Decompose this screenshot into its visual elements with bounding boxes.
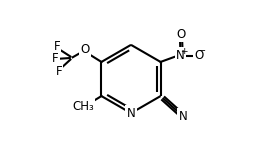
Text: CH₃: CH₃ <box>72 100 94 113</box>
Text: O: O <box>80 43 89 56</box>
Text: +: + <box>180 47 187 56</box>
Text: −: − <box>198 46 206 56</box>
Text: N: N <box>176 49 185 62</box>
Text: F: F <box>52 52 59 65</box>
Text: F: F <box>54 40 61 53</box>
Text: N: N <box>127 107 135 120</box>
Text: N: N <box>179 110 187 123</box>
Text: O: O <box>176 28 186 41</box>
Text: F: F <box>56 65 62 78</box>
Text: O: O <box>194 49 203 62</box>
